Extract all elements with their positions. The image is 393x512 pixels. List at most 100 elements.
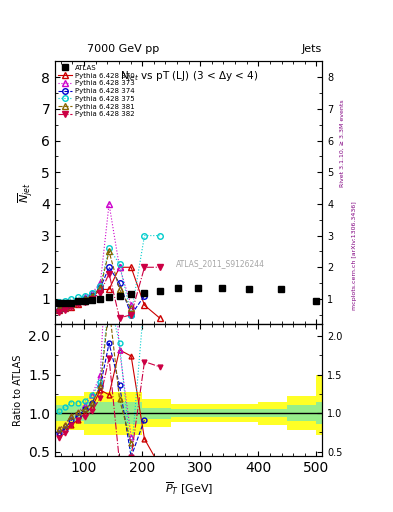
Pythia 6.428 381 [69, 301, 73, 307]
ATLAS [56, 300, 61, 306]
Text: N$_{jet}$ vs pT (LJ) (3 < Δy < 4): N$_{jet}$ vs pT (LJ) (3 < Δy < 4) [119, 69, 258, 84]
Pythia 6.428 375 [129, 312, 134, 318]
Pythia 6.428 374 [90, 293, 95, 299]
Pythia 6.428 375 [56, 299, 61, 305]
ATLAS [157, 288, 162, 294]
Pythia 6.428 382 [83, 299, 88, 305]
Pythia 6.428 373 [107, 201, 111, 207]
Pythia 6.428 382 [157, 264, 162, 270]
Pythia 6.428 381 [117, 286, 122, 292]
Pythia 6.428 373 [117, 264, 122, 270]
Pythia 6.428 381 [62, 304, 67, 310]
ATLAS [117, 293, 122, 299]
Pythia 6.428 370 [107, 286, 111, 292]
Pythia 6.428 381 [76, 297, 81, 304]
Pythia 6.428 381 [83, 296, 88, 302]
Pythia 6.428 374 [56, 307, 61, 313]
Pythia 6.428 375 [107, 245, 111, 251]
Pythia 6.428 374 [98, 285, 103, 291]
Line: Pythia 6.428 375: Pythia 6.428 375 [56, 233, 162, 317]
ATLAS [175, 285, 180, 291]
Pythia 6.428 375 [157, 232, 162, 239]
Y-axis label: $\overline{N}_{jet}$: $\overline{N}_{jet}$ [17, 182, 36, 203]
Pythia 6.428 382 [69, 304, 73, 310]
Pythia 6.428 373 [98, 280, 103, 286]
Line: Pythia 6.428 374: Pythia 6.428 374 [56, 265, 147, 317]
Pythia 6.428 382 [142, 264, 147, 270]
Pythia 6.428 373 [76, 297, 81, 304]
ATLAS [314, 297, 319, 304]
Pythia 6.428 374 [62, 305, 67, 311]
Pythia 6.428 373 [62, 304, 67, 310]
Text: mcplots.cern.ch [arXiv:1306.3436]: mcplots.cern.ch [arXiv:1306.3436] [352, 202, 357, 310]
ATLAS [129, 291, 134, 297]
Line: Pythia 6.428 373: Pythia 6.428 373 [56, 201, 134, 311]
Pythia 6.428 373 [90, 289, 95, 295]
Text: ATLAS_2011_S9126244: ATLAS_2011_S9126244 [176, 260, 265, 268]
ATLAS [62, 300, 67, 306]
Pythia 6.428 382 [56, 309, 61, 315]
Pythia 6.428 373 [83, 294, 88, 301]
ATLAS [142, 289, 147, 295]
Line: Pythia 6.428 381: Pythia 6.428 381 [56, 249, 134, 311]
Pythia 6.428 370 [76, 301, 81, 307]
Pythia 6.428 373 [129, 302, 134, 308]
ATLAS [219, 285, 224, 291]
Pythia 6.428 375 [90, 289, 95, 295]
Pythia 6.428 381 [56, 305, 61, 311]
Pythia 6.428 381 [90, 293, 95, 299]
ATLAS [98, 296, 103, 302]
Pythia 6.428 370 [142, 302, 147, 308]
Pythia 6.428 381 [98, 285, 103, 291]
Text: 7000 GeV pp: 7000 GeV pp [87, 44, 159, 54]
Pythia 6.428 381 [107, 248, 111, 254]
ATLAS [107, 294, 111, 301]
Pythia 6.428 370 [117, 264, 122, 270]
Line: Pythia 6.428 382: Pythia 6.428 382 [56, 265, 162, 321]
Pythia 6.428 382 [107, 270, 111, 276]
Pythia 6.428 370 [83, 297, 88, 304]
Y-axis label: Ratio to ATLAS: Ratio to ATLAS [13, 354, 23, 425]
Pythia 6.428 370 [69, 304, 73, 310]
Pythia 6.428 382 [90, 296, 95, 302]
Pythia 6.428 382 [129, 312, 134, 318]
Pythia 6.428 381 [129, 305, 134, 311]
Pythia 6.428 375 [98, 283, 103, 289]
Pythia 6.428 373 [69, 301, 73, 307]
Pythia 6.428 370 [56, 307, 61, 313]
Pythia 6.428 375 [69, 296, 73, 302]
Pythia 6.428 375 [76, 294, 81, 301]
Pythia 6.428 374 [107, 264, 111, 270]
Pythia 6.428 374 [142, 293, 147, 299]
Pythia 6.428 374 [117, 280, 122, 286]
Pythia 6.428 370 [157, 315, 162, 321]
ATLAS [247, 286, 252, 292]
Pythia 6.428 370 [98, 286, 103, 292]
Text: Rivet 3.1.10, ≥ 3.3M events: Rivet 3.1.10, ≥ 3.3M events [340, 99, 345, 187]
ATLAS [76, 298, 81, 304]
Pythia 6.428 375 [117, 261, 122, 267]
Pythia 6.428 374 [83, 296, 88, 302]
Pythia 6.428 382 [117, 315, 122, 321]
Pythia 6.428 382 [76, 301, 81, 307]
ATLAS [279, 286, 283, 292]
Pythia 6.428 370 [62, 305, 67, 311]
X-axis label: $\overline{P}_T$ [GeV]: $\overline{P}_T$ [GeV] [165, 480, 213, 497]
Pythia 6.428 375 [83, 293, 88, 299]
Pythia 6.428 374 [69, 302, 73, 308]
Legend: ATLAS, Pythia 6.428 370, Pythia 6.428 373, Pythia 6.428 374, Pythia 6.428 375, P: ATLAS, Pythia 6.428 370, Pythia 6.428 37… [57, 63, 136, 119]
ATLAS [83, 297, 88, 304]
Pythia 6.428 375 [142, 232, 147, 239]
Pythia 6.428 374 [76, 299, 81, 305]
ATLAS [90, 297, 95, 303]
Pythia 6.428 370 [90, 294, 95, 301]
Pythia 6.428 374 [129, 312, 134, 318]
Line: ATLAS: ATLAS [56, 285, 319, 306]
Pythia 6.428 370 [129, 264, 134, 270]
Pythia 6.428 373 [56, 305, 61, 311]
Pythia 6.428 375 [62, 297, 67, 304]
Text: Jets: Jets [302, 44, 322, 54]
Line: Pythia 6.428 370: Pythia 6.428 370 [56, 265, 162, 321]
ATLAS [69, 300, 73, 306]
Pythia 6.428 382 [98, 289, 103, 295]
